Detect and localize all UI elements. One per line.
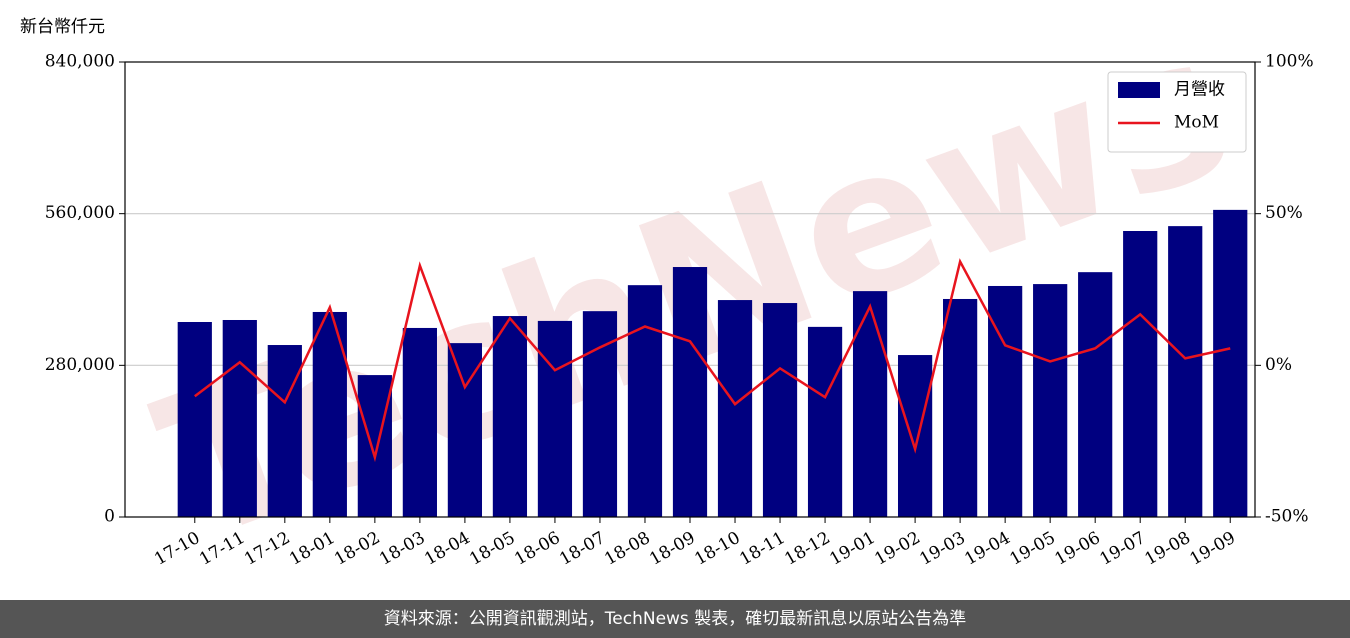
x-tick-label: 18-08 [601,528,653,570]
x-tick-label: 19-04 [961,528,1013,570]
y2-tick-label: 50% [1265,203,1303,223]
bar [1033,284,1068,517]
x-tick-label: 19-07 [1097,528,1149,570]
x-tick-label: 19-01 [826,528,878,570]
x-tick-label: 18-07 [556,528,608,570]
line [194,258,1231,463]
plot-frame [124,61,1256,518]
x-tick-label: 18-12 [781,528,833,570]
bar [177,322,212,517]
y-axis-label: 新台幣仟元 [20,17,105,37]
legend-label: MoM [1174,113,1219,133]
bar [222,319,257,517]
bar [627,285,663,517]
x-tick-label: 19-06 [1051,528,1103,570]
y2-tick-label: 0% [1265,355,1292,375]
bar [582,311,618,517]
bar [672,267,708,517]
bar [1213,209,1248,517]
x-tick-label: 18-03 [376,528,428,570]
bar [1123,231,1158,517]
x-tick-label: 18-09 [646,528,698,570]
legend-swatch [1118,82,1160,98]
bar [897,355,933,517]
bar [852,291,888,517]
bar [717,300,753,517]
x-tick-label: 18-06 [511,528,563,570]
bar [807,326,843,517]
y-tick-label: 0 [104,507,115,527]
y2-tick-label: -50% [1265,507,1309,527]
bar [312,311,347,517]
y-tick-label: 560,000 [45,203,115,223]
x-tick-label: 17-10 [151,528,203,570]
bar [762,303,798,517]
bar [447,343,483,517]
x-tick-label: 18-10 [691,528,743,570]
y2-tick-label: 100% [1265,52,1314,72]
bar [943,298,978,517]
y-tick-label: 280,000 [45,355,115,375]
x-tick-label: 19-08 [1142,528,1194,570]
x-tick-label: 19-09 [1187,528,1239,570]
bar [402,327,437,517]
bar [1168,226,1203,517]
x-tick-label: 18-05 [466,528,518,570]
bar [267,345,302,517]
bar [537,320,573,517]
y-tick-label: 840,000 [45,52,115,72]
legend-label: 月營收 [1174,80,1225,100]
x-tick-label: 19-03 [916,528,968,570]
bar [492,316,528,517]
x-tick-label: 18-04 [421,528,473,570]
bar [1078,272,1113,517]
footer: 資料來源：公開資訊觀測站，TechNews 製表，確切最新訊息以原站公告為準 [0,600,1350,638]
x-tick-label: 18-11 [736,528,788,570]
x-tick-label: 19-05 [1006,528,1058,570]
bar [357,375,392,517]
chart: 新台幣仟元 TechNews 0280,000560,000840,000-50… [20,0,1314,587]
x-tick-label: 19-02 [871,528,923,570]
